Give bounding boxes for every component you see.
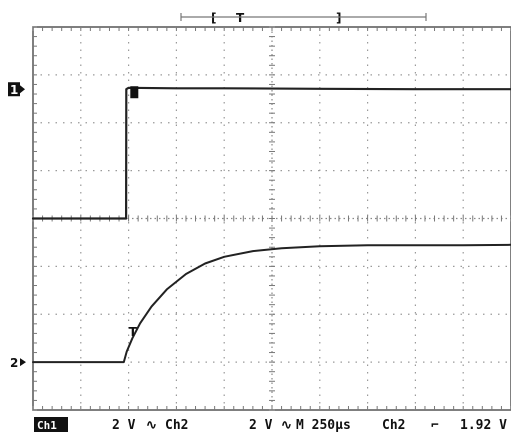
ch1-edge-flag bbox=[130, 86, 139, 99]
ch1-badge: Ch1 bbox=[37, 419, 57, 432]
ch1-scale: 2 V bbox=[112, 418, 136, 432]
ch2-ground-arrow-icon bbox=[20, 358, 26, 367]
channel-markers: 1 2 T bbox=[8, 82, 139, 370]
graticule bbox=[32, 26, 511, 411]
ch1-ground-arrow-icon bbox=[20, 85, 25, 94]
ch2-edge-flag: T bbox=[129, 325, 138, 339]
trigger-bracket-open: [ bbox=[211, 11, 216, 25]
traces bbox=[31, 86, 511, 364]
trigger-level: 1.92 V bbox=[460, 418, 507, 432]
trigger-source: Ch2 bbox=[382, 418, 405, 432]
timebase: M 250μs bbox=[296, 418, 351, 432]
trigger-slope-icon: ⌐ bbox=[431, 418, 439, 432]
ch2-label: Ch2 bbox=[165, 418, 188, 432]
ch2-scale: 2 V bbox=[249, 418, 273, 432]
trace-ch1 bbox=[31, 86, 511, 220]
trace-ch2 bbox=[32, 243, 511, 364]
ch1-ground-marker-box bbox=[8, 82, 20, 97]
status-bar: Ch1 2 V ∿ Ch2 2 V ∿ M 250μs Ch2 ⌐ 1.92 V bbox=[34, 417, 507, 432]
ch2-ground-marker: 2 bbox=[10, 356, 18, 370]
trigger-window-label: T bbox=[236, 11, 245, 25]
ch2-coupling-icon: ∿ bbox=[281, 418, 292, 432]
trigger-bracket-close: ] bbox=[336, 11, 341, 25]
trigger-window-indicator: [ T ] bbox=[180, 10, 427, 25]
ch1-badge-box bbox=[34, 417, 68, 432]
ch1-coupling-icon: ∿ bbox=[146, 418, 157, 432]
ch1-ground-marker: 1 bbox=[10, 83, 18, 97]
